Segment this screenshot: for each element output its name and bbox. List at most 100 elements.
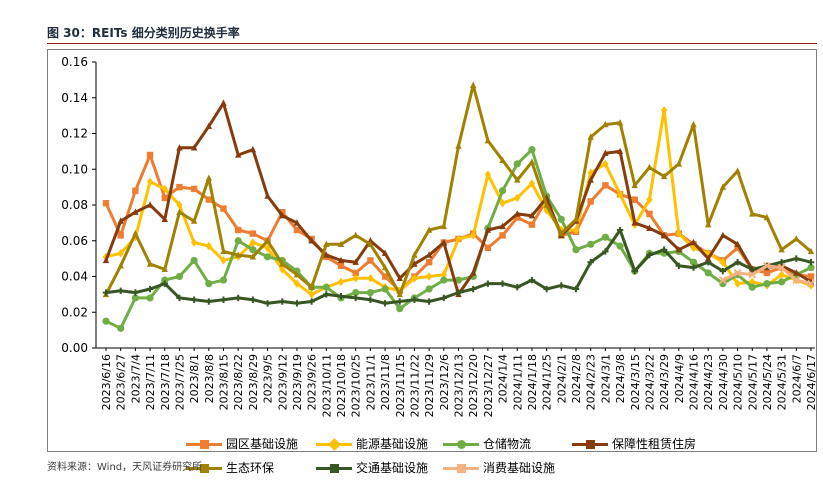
data-point [381,285,389,293]
legend-swatch [443,440,479,449]
data-point [778,278,786,286]
data-point [352,294,359,302]
data-point [234,237,242,245]
data-point [572,285,580,293]
data-point [440,276,448,284]
data-point [102,200,110,207]
y-tick-label: 0.16 [61,55,88,69]
legend-swatch [443,464,479,473]
data-point [219,276,228,284]
x-tick-label: 2023/6/27 [115,354,128,410]
data-point [146,285,154,293]
data-point [587,133,594,140]
data-point [337,292,345,300]
y-tick-label: 0.02 [61,305,88,319]
data-point [528,158,536,165]
data-point [616,226,624,234]
x-tick-label: 2023/8/22 [232,354,245,410]
data-point [675,262,683,269]
data-point [205,122,213,130]
legend-item: 交通基础设施 [316,459,456,477]
x-tick-label: 2023/9/12 [276,354,289,410]
data-point [308,283,315,290]
x-tick-label: 2023/11/22 [408,354,421,417]
data-point [469,81,477,88]
x-tick-label: 2024/4/30 [717,354,730,410]
x-tick-label: 2024/3/8 [614,354,627,403]
data-point [425,272,433,281]
data-point [293,219,301,226]
title-divider [47,43,817,44]
data-point [396,290,403,298]
data-point [631,196,638,203]
x-tick-label: 2023/8/29 [247,354,260,410]
data-point [690,238,697,246]
data-point [792,276,801,284]
legend-swatch [186,440,222,449]
data-point [102,289,110,296]
data-point [631,219,638,226]
data-point [749,266,756,273]
legend-label: 园区基础设施 [226,437,299,451]
y-tick-label: 0.10 [61,162,88,176]
data-point [484,136,492,144]
data-point [749,210,756,217]
x-tick-label: 2023/12/13 [453,354,466,417]
x-tick-label: 2024/6/17 [805,354,818,410]
data-point [381,263,389,271]
data-point [249,246,257,254]
data-point [528,179,536,188]
data-point [425,226,433,233]
data-point [249,296,257,303]
x-tick-label: 2024/3/15 [629,354,642,410]
y-tick-label: 0.08 [61,198,88,212]
data-point [587,176,594,183]
data-point [205,280,213,288]
data-point [205,174,213,181]
data-point [763,261,771,270]
data-point [719,183,727,190]
data-point [367,257,374,264]
data-point [675,160,683,167]
data-point [381,273,389,280]
data-point [763,213,771,221]
data-point [660,106,668,115]
x-tick-label: 2024/6/7 [790,354,803,403]
series-5 [102,81,815,298]
data-point [498,187,507,195]
data-point [337,240,345,248]
series-7 [718,261,815,288]
data-point [646,163,653,171]
x-tick-label: 2024/5/31 [776,354,789,410]
data-point [234,151,242,158]
x-tick-label: 2023/10/25 [350,354,363,417]
data-point [499,199,506,208]
data-point [102,256,110,264]
y-tick-label: 0.00 [61,341,88,355]
data-point [660,172,668,180]
data-point [777,263,786,272]
data-point [572,215,580,222]
data-point [102,317,110,325]
data-point [381,249,389,256]
data-point [352,274,359,283]
legend-item: 仓储物流 [443,435,583,453]
legend-item: 园区基础设施 [186,435,326,453]
x-tick-label: 2023/11/1 [364,354,377,410]
data-point [293,300,301,307]
data-point [425,251,433,258]
data-point [601,233,609,241]
legend-marker [200,464,209,473]
data-point [558,282,565,289]
data-point [793,269,800,276]
data-point [616,119,624,126]
data-point [146,201,154,208]
data-point [381,300,389,307]
x-tick-label: 2024/1/18 [526,354,539,410]
legend-item: 能源基础设施 [316,435,456,453]
data-point [440,238,448,246]
data-point [602,149,609,156]
data-point [778,270,785,279]
data-point [190,185,198,193]
data-point [131,294,139,302]
